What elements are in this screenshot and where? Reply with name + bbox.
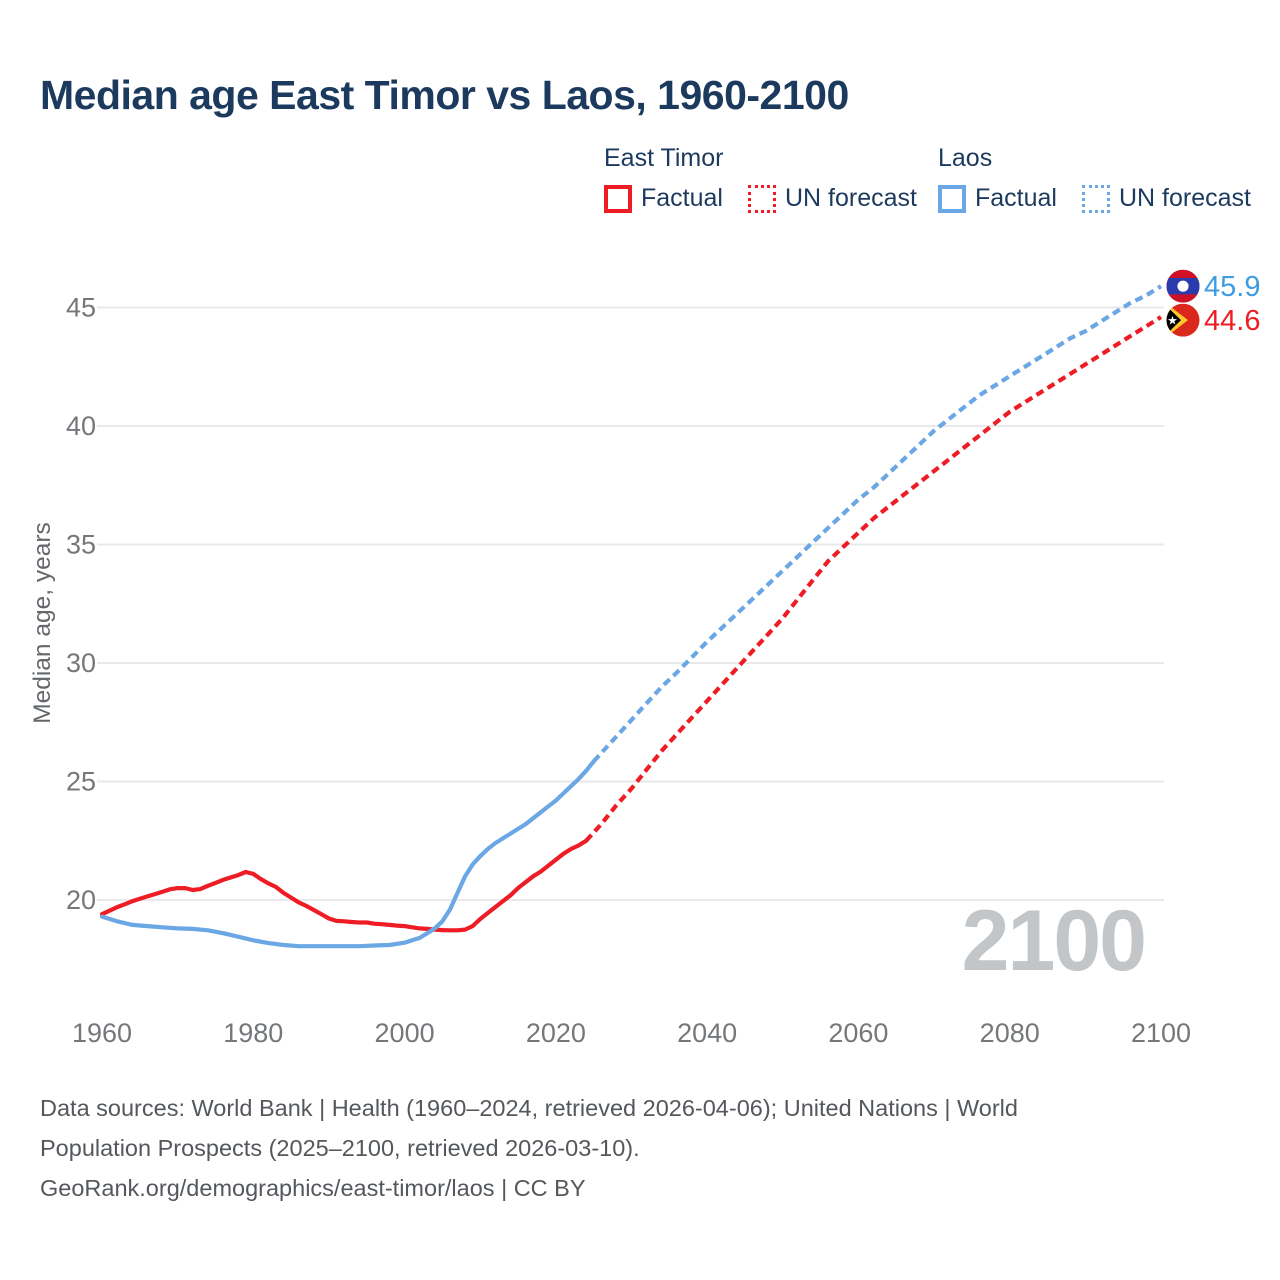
chart-title: Median age East Timor vs Laos, 1960-2100 (40, 72, 849, 118)
y-tick-label: 45 (66, 293, 96, 323)
x-tick-label: 2080 (980, 1018, 1040, 1048)
y-tick-label: 30 (66, 648, 96, 678)
watermark-year: 2100 (962, 893, 1145, 989)
y-tick-label: 20 (66, 885, 96, 915)
legend-group-title: Laos (938, 144, 993, 172)
legend-item-label: UN forecast (784, 184, 917, 212)
y-tick-label: 25 (66, 767, 96, 797)
legend-item-label: Factual (975, 184, 1057, 212)
east-timor-flag-icon: ★ (1166, 303, 1200, 337)
x-tick-label: 2100 (1131, 1018, 1191, 1048)
source-url-line: GeoRank.org/demographics/east-timor/laos… (40, 1175, 586, 1201)
legend-item-east-timor-forecast[interactable]: UN forecast (747, 184, 917, 213)
legend-group-title: East Timor (604, 144, 724, 172)
dotted-line-swatch-icon (1081, 184, 1110, 213)
x-tick-label: 1960 (72, 1018, 132, 1048)
x-tick-label: 2040 (677, 1018, 737, 1048)
solid-line-swatch-icon (604, 184, 632, 213)
series-line-east-timor-un-forecast (584, 315, 1163, 843)
series-line-laos-factual (99, 759, 596, 949)
x-tick-label: 1980 (223, 1018, 283, 1048)
series-line-laos-un-forecast (592, 284, 1163, 763)
legend-row: Factual UN forecast (604, 184, 917, 213)
y-axis-title: Median age, years (29, 522, 56, 724)
legend-group-laos: Laos Factual UN forecast (938, 144, 1251, 213)
legend-group-east-timor: East Timor Factual UN forecast (604, 144, 917, 213)
legend-item-label: Factual (641, 184, 723, 212)
legend-item-label: UN forecast (1118, 184, 1251, 212)
footer: Data sources: World Bank | Health (1960–… (40, 1088, 1220, 1208)
legend-item-laos-factual[interactable]: Factual (938, 184, 1057, 213)
svg-text:★: ★ (1167, 314, 1178, 328)
legend-row: Factual UN forecast (938, 184, 1251, 213)
endpoint-value-laos: 45.9 (1204, 271, 1260, 303)
legend-item-laos-forecast[interactable]: UN forecast (1081, 184, 1251, 213)
laos-flag-icon (1166, 269, 1200, 303)
y-tick-label: 40 (66, 411, 96, 441)
x-tick-label: 2020 (526, 1018, 586, 1048)
data-sources-line-2: Population Prospects (2025–2100, retriev… (40, 1135, 640, 1161)
data-sources-line-1: Data sources: World Bank | Health (1960–… (40, 1095, 1018, 1121)
x-tick-label: 2000 (375, 1018, 435, 1048)
y-tick-label: 35 (66, 530, 96, 560)
solid-line-swatch-icon (938, 184, 966, 213)
series-line-east-timor-factual (99, 838, 589, 933)
dotted-line-swatch-icon (747, 184, 776, 213)
x-tick-label: 2060 (828, 1018, 888, 1048)
legend-item-east-timor-factual[interactable]: Factual (604, 184, 723, 213)
endpoint-value-east-timor: 44.6 (1204, 305, 1260, 337)
